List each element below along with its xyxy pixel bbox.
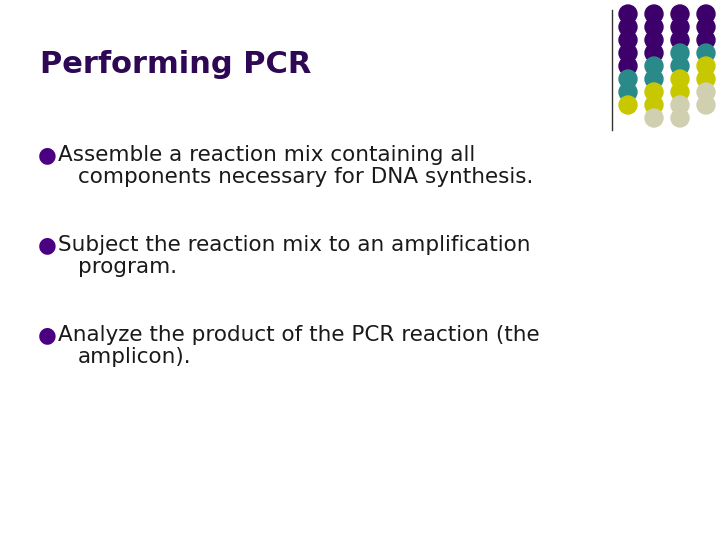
Circle shape (671, 18, 689, 36)
Circle shape (697, 18, 715, 36)
Text: ●: ● (38, 235, 57, 255)
Text: ●: ● (38, 325, 57, 345)
Text: amplicon).: amplicon). (78, 347, 192, 367)
Text: ●: ● (38, 145, 57, 165)
Text: program.: program. (78, 257, 177, 277)
Circle shape (619, 44, 637, 62)
Circle shape (697, 5, 715, 23)
Circle shape (619, 31, 637, 49)
Circle shape (619, 18, 637, 36)
Text: Performing PCR: Performing PCR (40, 50, 311, 79)
Circle shape (697, 96, 715, 114)
Circle shape (645, 5, 663, 23)
Circle shape (645, 18, 663, 36)
Circle shape (645, 57, 663, 75)
Circle shape (671, 57, 689, 75)
Circle shape (697, 44, 715, 62)
Circle shape (671, 83, 689, 101)
Circle shape (697, 31, 715, 49)
Circle shape (645, 44, 663, 62)
Circle shape (619, 83, 637, 101)
Circle shape (671, 96, 689, 114)
Circle shape (645, 109, 663, 127)
Circle shape (697, 70, 715, 88)
Circle shape (645, 31, 663, 49)
Text: Analyze the product of the PCR reaction (the: Analyze the product of the PCR reaction … (58, 325, 539, 345)
Circle shape (671, 5, 689, 23)
Circle shape (671, 70, 689, 88)
Circle shape (671, 44, 689, 62)
Text: Subject the reaction mix to an amplification: Subject the reaction mix to an amplifica… (58, 235, 531, 255)
Circle shape (645, 83, 663, 101)
Circle shape (619, 57, 637, 75)
Circle shape (697, 57, 715, 75)
Text: components necessary for DNA synthesis.: components necessary for DNA synthesis. (78, 167, 534, 187)
Circle shape (671, 31, 689, 49)
Text: Assemble a reaction mix containing all: Assemble a reaction mix containing all (58, 145, 475, 165)
Circle shape (619, 70, 637, 88)
Circle shape (645, 96, 663, 114)
Circle shape (671, 109, 689, 127)
Circle shape (645, 70, 663, 88)
Circle shape (697, 83, 715, 101)
Circle shape (619, 5, 637, 23)
Circle shape (619, 96, 637, 114)
